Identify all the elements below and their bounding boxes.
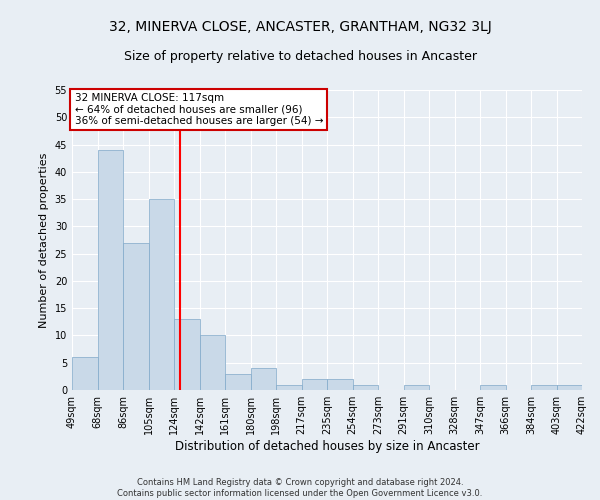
- Text: Size of property relative to detached houses in Ancaster: Size of property relative to detached ho…: [124, 50, 476, 63]
- Bar: [225, 374, 251, 390]
- Bar: [557, 384, 582, 390]
- X-axis label: Distribution of detached houses by size in Ancaster: Distribution of detached houses by size …: [175, 440, 479, 453]
- Bar: [72, 358, 97, 390]
- Bar: [327, 379, 353, 390]
- Text: 32 MINERVA CLOSE: 117sqm
← 64% of detached houses are smaller (96)
36% of semi-d: 32 MINERVA CLOSE: 117sqm ← 64% of detach…: [74, 93, 323, 126]
- Text: Contains HM Land Registry data © Crown copyright and database right 2024.
Contai: Contains HM Land Registry data © Crown c…: [118, 478, 482, 498]
- Bar: [174, 319, 199, 390]
- Bar: [123, 242, 149, 390]
- Bar: [353, 384, 378, 390]
- Bar: [251, 368, 276, 390]
- Bar: [302, 379, 327, 390]
- Bar: [276, 384, 302, 390]
- Text: 32, MINERVA CLOSE, ANCASTER, GRANTHAM, NG32 3LJ: 32, MINERVA CLOSE, ANCASTER, GRANTHAM, N…: [109, 20, 491, 34]
- Bar: [97, 150, 123, 390]
- Bar: [531, 384, 557, 390]
- Bar: [404, 384, 429, 390]
- Bar: [480, 384, 505, 390]
- Bar: [199, 336, 225, 390]
- Y-axis label: Number of detached properties: Number of detached properties: [39, 152, 49, 328]
- Bar: [149, 199, 174, 390]
